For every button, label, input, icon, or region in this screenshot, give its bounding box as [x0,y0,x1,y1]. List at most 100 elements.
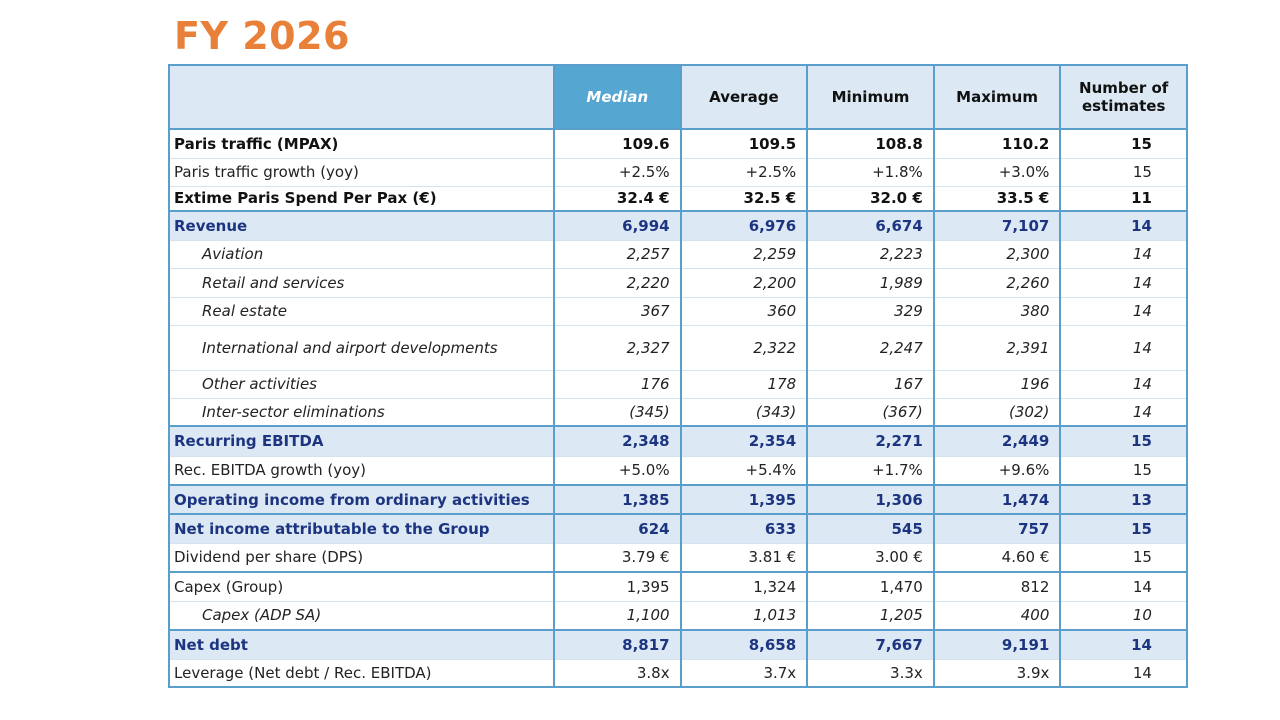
header-cell [168,65,554,130]
value-cell: (367) [806,397,934,426]
value-cell: +2.5% [553,157,681,186]
table-row: Dividend per share (DPS) 3.79 €3.81 €3.00… [169,542,1187,572]
value-cell: 3.9x [932,658,1061,687]
row-label: Inter-sector eliminations [169,397,554,426]
table-row: Net income attributable to the Group 624 6… [169,513,1187,543]
value-cell: 32.4 € [553,185,681,211]
value-cell: 14 [1059,267,1187,297]
value-cell: 8,817 [553,629,681,659]
table-row: Paris traffic (MPAX) 109.6 109.5 108.8 110.2… [169,128,1187,158]
value-cell: 2,391 [932,324,1061,370]
value-cell: 10 [1059,600,1187,630]
value-cell: 196 [932,369,1061,398]
header-cell: Maximum [932,65,1061,130]
value-cell: 367 [553,296,681,325]
value-cell: 2,220 [553,267,681,297]
value-cell: 7,667 [806,629,934,659]
value-cell: 633 [679,513,808,543]
value-cell: 1,324 [679,571,808,601]
row-label: International and airport developments [169,324,554,370]
table-row: Net debt 8,817 8,658 7,667 9,191 14 [169,629,1187,659]
header-cell: Minimum [806,65,934,130]
value-cell: 9,191 [932,629,1061,659]
value-cell: 624 [553,513,681,543]
value-cell: 2,223 [806,239,934,268]
table-row: Retail and services 2,220 2,200 1,989 2,260 1… [169,267,1187,297]
table-row: Capex (ADP SA) 1,100 1,013 1,205 400 10 [169,600,1187,630]
value-cell: 2,271 [806,425,934,456]
table-row: Leverage (Net debt / Rec. EBITDA) 3.8x 3.7… [169,658,1187,687]
value-cell: 2,247 [806,324,934,370]
value-cell: 109.6 [553,128,681,158]
row-label: Extime Paris Spend Per Pax (€) [169,185,554,211]
table-row: Operating income from ordinary activitie… [169,484,1187,514]
value-cell: 1,205 [806,600,934,630]
value-cell: 15 [1059,157,1187,186]
row-label: Dividend per share (DPS) [169,542,554,572]
value-cell: 33.5 € [932,185,1061,211]
value-cell: 32.0 € [806,185,934,211]
header-row: Median Average Minimum Maximum Number of… [168,65,1187,130]
row-label: Net income attributable to the Group [169,513,554,543]
value-cell: 3.00 € [806,542,934,572]
value-cell: 167 [806,369,934,398]
value-cell: 1,474 [932,484,1061,514]
value-cell: 2,200 [679,267,808,297]
value-cell: 329 [806,296,934,325]
table-row: Real estate 367 360 329 380 14 [169,296,1187,325]
value-cell: 7,107 [932,210,1061,240]
value-cell: 6,994 [553,210,681,240]
row-label: Paris traffic (MPAX) [169,128,554,158]
value-cell: 108.8 [806,128,934,158]
value-cell: 545 [806,513,934,543]
table-body: Paris traffic (MPAX) 109.6 109.5 108.8 110.2… [169,128,1187,687]
value-cell: 14 [1059,397,1187,426]
value-cell: 32.5 € [679,185,808,211]
table-row: Rec. EBITDA growth (yoy) +5.0% +5.4% +1.7% +… [169,455,1187,485]
value-cell: 14 [1059,571,1187,601]
value-cell: 2,348 [553,425,681,456]
value-cell: 176 [553,369,681,398]
table-row: Recurring EBITDA 2,348 2,354 2,271 2,449 15 [169,425,1187,456]
value-cell: 14 [1059,296,1187,325]
value-cell: 1,385 [553,484,681,514]
value-cell: 4.60 € [932,542,1061,572]
value-cell: +1.8% [806,157,934,186]
value-cell: +5.0% [553,455,681,485]
value-cell: 1,013 [679,600,808,630]
row-label: Net debt [169,629,554,659]
row-label: Retail and services [169,267,554,297]
value-cell: 360 [679,296,808,325]
value-cell: (345) [553,397,681,426]
value-cell: 2,260 [932,267,1061,297]
value-cell: 2,327 [553,324,681,370]
value-cell: 3.3x [806,658,934,687]
value-cell: 15 [1059,513,1187,543]
value-cell: 3.8x [553,658,681,687]
row-label: Capex (Group) [169,571,554,601]
table-row: Paris traffic growth (yoy) +2.5% +2.5% +1.8… [169,157,1187,186]
row-label: Operating income from ordinary activitie… [169,484,554,514]
value-cell: 14 [1059,629,1187,659]
table-row: Revenue 6,994 6,976 6,674 7,107 14 [169,210,1187,240]
value-cell: 2,354 [679,425,808,456]
table-row: Capex (Group) 1,395 1,324 1,470 812 14 [169,571,1187,601]
page-title: FY 2026 [174,14,350,58]
table-header: Median Average Minimum Maximum Number of… [168,65,1187,130]
header-cell: Median [553,65,681,130]
value-cell: +3.0% [932,157,1061,186]
value-cell: 3.79 € [553,542,681,572]
value-cell: 812 [932,571,1061,601]
value-cell: 15 [1059,425,1187,456]
header-cell: Average [679,65,808,130]
value-cell: 1,989 [806,267,934,297]
row-label: Revenue [169,210,554,240]
header-cell: Number of estimates [1059,65,1187,130]
value-cell: 14 [1059,369,1187,398]
value-cell: +5.4% [679,455,808,485]
value-cell: 2,257 [553,239,681,268]
value-cell: 1,470 [806,571,934,601]
value-cell: 14 [1059,210,1187,240]
value-cell: 2,259 [679,239,808,268]
